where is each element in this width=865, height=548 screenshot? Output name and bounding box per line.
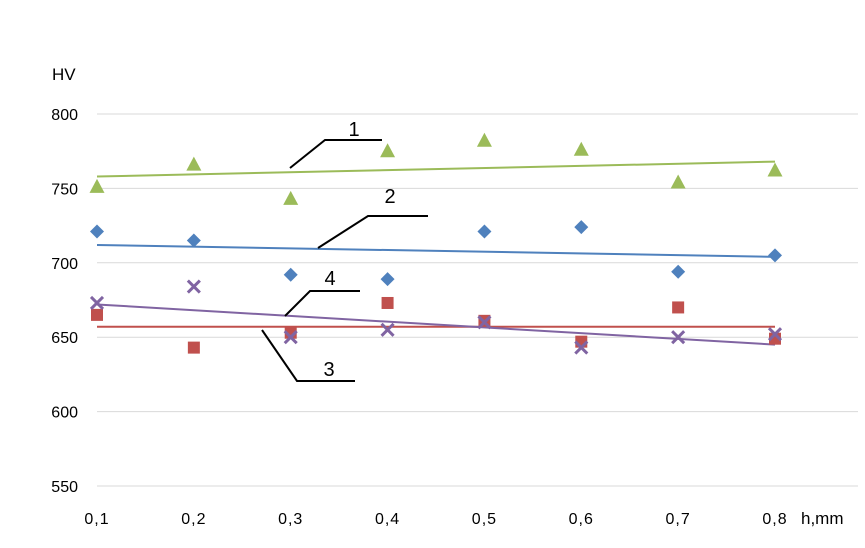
y-tick-label: 750 bbox=[51, 181, 78, 198]
callout-leader-1 bbox=[289, 139, 382, 169]
x-tick-label: 0,7 bbox=[666, 511, 691, 528]
data-point-series-1 bbox=[476, 132, 492, 147]
data-point-series-4 bbox=[283, 330, 298, 345]
data-markers bbox=[89, 132, 783, 355]
x-tick-label: 0,1 bbox=[84, 511, 109, 528]
x-tick-label: 0,5 bbox=[472, 511, 497, 528]
callout-label-4: 4 bbox=[324, 268, 335, 290]
data-point-series-1 bbox=[573, 141, 589, 156]
y-tick-labels: 550 600 650 700 750 800 bbox=[51, 107, 78, 496]
data-point-series-2 bbox=[671, 264, 686, 279]
data-point-series-2 bbox=[574, 220, 589, 235]
y-tick-label: 600 bbox=[51, 405, 78, 422]
data-point-series-1 bbox=[283, 190, 299, 205]
data-point-series-1 bbox=[186, 156, 202, 171]
data-point-series-3 bbox=[187, 341, 200, 354]
callout-leader-4 bbox=[284, 290, 360, 317]
trendline-series-2 bbox=[96, 243, 776, 258]
data-point-series-4 bbox=[767, 327, 783, 342]
x-axis-label: h,mm bbox=[801, 509, 844, 528]
data-point-series-2 bbox=[186, 233, 201, 248]
callout-label-3: 3 bbox=[323, 359, 334, 381]
data-point-series-3 bbox=[672, 301, 685, 314]
y-tick-label: 800 bbox=[51, 107, 78, 124]
data-point-series-1 bbox=[89, 178, 105, 193]
data-point-series-4 bbox=[574, 340, 589, 355]
x-tick-label: 0,3 bbox=[278, 511, 303, 528]
data-point-series-3 bbox=[381, 296, 394, 309]
data-point-series-4 bbox=[671, 330, 686, 345]
series-callouts: 1 2 3 4 bbox=[261, 119, 428, 382]
x-tick-label: 0,4 bbox=[375, 511, 400, 528]
data-point-series-1 bbox=[767, 162, 783, 177]
x-tick-label: 0,6 bbox=[569, 511, 594, 528]
data-point-series-2 bbox=[477, 224, 492, 239]
data-point-series-3 bbox=[91, 308, 103, 321]
data-point-series-1 bbox=[380, 143, 396, 158]
data-point-series-2 bbox=[90, 224, 104, 239]
callout-label-2: 2 bbox=[384, 186, 395, 208]
data-point-series-2 bbox=[283, 267, 298, 282]
data-point-series-4 bbox=[477, 315, 492, 330]
data-point-series-4 bbox=[380, 322, 395, 337]
callout-label-1: 1 bbox=[348, 119, 359, 141]
y-tick-label: 700 bbox=[51, 256, 78, 273]
trend-lines bbox=[96, 160, 776, 346]
data-point-series-1 bbox=[670, 174, 686, 189]
y-axis-label: HV bbox=[52, 65, 76, 84]
data-point-series-2 bbox=[768, 248, 782, 263]
gridlines bbox=[97, 113, 858, 487]
x-tick-labels: 0,1 0,2 0,3 0,4 0,5 0,6 0,7 0,8 bbox=[84, 511, 787, 528]
callout-leader-2 bbox=[317, 215, 428, 249]
data-point-series-4 bbox=[186, 279, 201, 294]
data-point-series-2 bbox=[380, 272, 395, 287]
callout-leader-3 bbox=[261, 329, 355, 382]
x-tick-label: 0,2 bbox=[181, 511, 206, 528]
y-tick-label: 650 bbox=[51, 330, 78, 347]
trendline-series-4 bbox=[96, 303, 776, 346]
trendline-series-1 bbox=[96, 160, 776, 178]
data-point-series-4 bbox=[89, 295, 105, 311]
x-tick-label: 0,8 bbox=[762, 511, 787, 528]
y-tick-label: 550 bbox=[51, 479, 78, 496]
